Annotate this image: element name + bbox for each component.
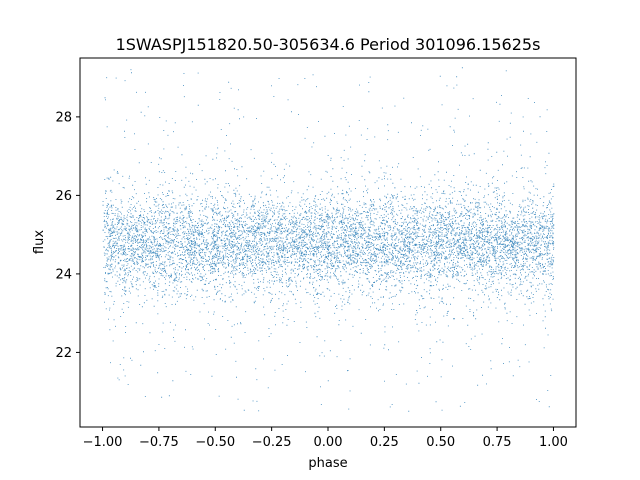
x-tick-label: −0.75	[139, 435, 179, 450]
x-tick-label: 0.00	[314, 435, 343, 450]
scatter-points	[102, 67, 555, 412]
x-axis-label: phase	[308, 456, 347, 471]
x-tick-label: 0.25	[370, 435, 399, 450]
y-tick-label: 28	[55, 110, 72, 125]
chart-title: 1SWASPJ151820.50-305634.6 Period 301096.…	[116, 35, 541, 54]
x-tick-label: 0.75	[483, 435, 512, 450]
x-tick-label: 0.50	[426, 435, 455, 450]
x-tick-label: −0.50	[195, 435, 235, 450]
y-tick-label: 26	[55, 189, 72, 204]
x-tick-label: 1.00	[539, 435, 568, 450]
x-tick-label: −1.00	[83, 435, 123, 450]
x-axis-ticks: −1.00 −0.75 −0.50 −0.25 0.00 0.25 0.50 0.75 1.00	[83, 427, 568, 450]
y-tick-label: 24	[55, 267, 72, 282]
y-tick-label: 22	[55, 346, 72, 361]
data-points	[102, 67, 555, 412]
x-tick-label: −0.25	[252, 435, 292, 450]
y-axis-label: flux	[32, 230, 47, 254]
y-axis-ticks: 22 24 26 28	[55, 110, 80, 361]
